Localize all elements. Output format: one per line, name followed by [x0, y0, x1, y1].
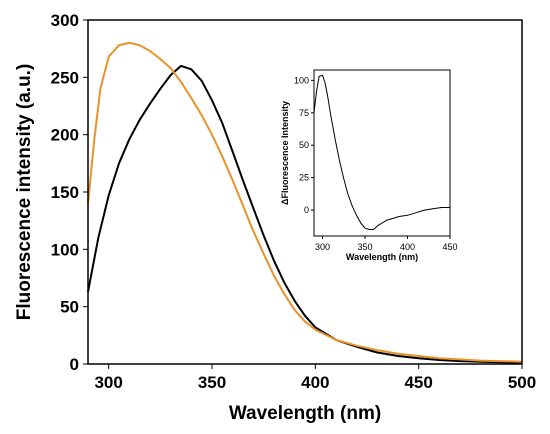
- inset-series-line-0: [313, 74, 450, 230]
- main-x-tick-label-1: 350: [198, 373, 226, 392]
- inset-x-tick-label-2: 400: [400, 242, 415, 252]
- main-y-tick-label-4: 200: [51, 126, 79, 145]
- main-x-tick-label-3: 450: [404, 373, 432, 392]
- main-y-tick-label-2: 100: [51, 240, 79, 259]
- inset-y-tick-label-4: 100: [294, 75, 309, 85]
- inset-chart: 300 350 400 450 0 25 50 75 100 Wavelength (nm) Δ…: [280, 69, 458, 262]
- inset-ticks-layer: 300 350 400 450 0 25 50 75 100: [294, 75, 458, 252]
- main-series-line-1: [87, 41, 523, 363]
- inset-y-axis-title: ΔFluorescence Intensity: [280, 101, 290, 205]
- main-series-line-0: [87, 64, 523, 364]
- main-x-tick-label-0: 300: [94, 373, 122, 392]
- main-x-tick-label-4: 500: [508, 373, 536, 392]
- main-y-tick-label-6: 300: [51, 11, 79, 30]
- main-y-tick-label-1: 50: [60, 298, 79, 317]
- inset-y-tick-label-0: 0: [304, 205, 309, 215]
- main-y-tick-label-3: 150: [51, 183, 79, 202]
- main-y-tick-label-5: 250: [51, 68, 79, 87]
- inset-plot-frame: [313, 69, 451, 237]
- inset-x-tick-label-1: 350: [357, 242, 372, 252]
- main-y-tick-label-0: 0: [70, 355, 79, 374]
- inset-x-tick-label-3: 450: [442, 242, 457, 252]
- main-x-tick-label-2: 400: [301, 373, 329, 392]
- main-plot-frame: [87, 19, 523, 365]
- inset-y-tick-label-3: 75: [299, 108, 309, 118]
- inset-y-tick-label-2: 50: [299, 140, 309, 150]
- main-y-axis-title: Fluorescence intensity (a.u.): [14, 64, 35, 321]
- main-series-layer: [87, 41, 523, 364]
- main-x-axis-title: Wavelength (nm): [229, 403, 381, 424]
- inset-x-tick-label-0: 300: [315, 242, 330, 252]
- inset-y-tick-label-1: 25: [299, 173, 309, 183]
- inset-series-layer: [313, 74, 450, 230]
- inset-x-axis-title: Wavelength (nm): [346, 252, 418, 262]
